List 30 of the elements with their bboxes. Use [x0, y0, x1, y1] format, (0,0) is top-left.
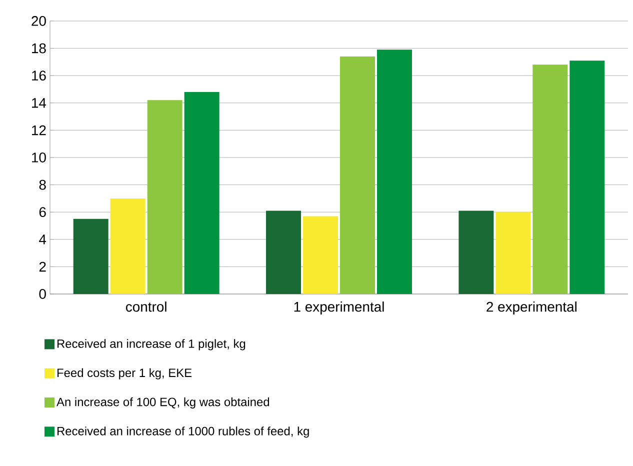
- y-tick-label: 16: [32, 70, 46, 81]
- bar: [496, 212, 531, 294]
- x-tick-label: 1 experimental: [294, 302, 384, 315]
- bar: [458, 210, 494, 294]
- bar: [184, 92, 220, 294]
- y-tick-label: 20: [32, 16, 46, 26]
- x-tick-label: control: [126, 302, 166, 312]
- bar: [303, 216, 338, 294]
- y-tick-label: 14: [32, 98, 46, 108]
- y-tick-label: 0: [39, 289, 46, 299]
- y-tick-label: 8: [39, 180, 46, 190]
- y-tick-label: 6: [39, 207, 46, 218]
- bar: [110, 198, 146, 294]
- y-tick-label: 2: [39, 262, 46, 272]
- y-tick-label: 12: [32, 125, 46, 136]
- bar: [147, 100, 182, 294]
- y-tick-label: 4: [39, 234, 46, 244]
- bar: [73, 218, 108, 294]
- y-tick-label: 18: [32, 43, 46, 54]
- y-tick-label: 10: [32, 152, 46, 162]
- bar: [570, 60, 605, 294]
- bar: [266, 210, 302, 294]
- x-tick-label: 2 experimental: [486, 302, 576, 315]
- legend-label: An increase of 100 EQ, kg was obtained: [56, 397, 270, 409]
- bar: [532, 64, 568, 294]
- legend-label: Feed costs per 1 kg, EKE: [57, 368, 192, 380]
- bar: [376, 50, 412, 294]
- legend-label: Received an increase of 1 piglet, kg: [57, 339, 246, 350]
- legend-label: Received an increase of 1000 rubles of feed, kg: [57, 426, 309, 438]
- bar: [340, 56, 375, 294]
